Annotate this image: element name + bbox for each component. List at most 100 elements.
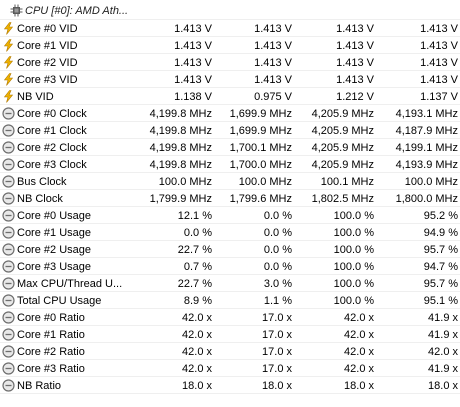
current-value-cell: 8.9 % [183, 294, 212, 307]
current-value-cell: 4,199.8 MHz [149, 124, 212, 137]
row-divider [0, 189, 460, 190]
clock-gauge-icon [2, 107, 15, 120]
current-value-cell: 22.7 % [177, 277, 212, 290]
average-value-cell: 1.413 V [420, 73, 458, 86]
sensor-label: Core #0 Usage [17, 209, 91, 222]
sensor-row[interactable]: Core #2 VID 1.413 V 1.413 V 1.413 V 1.413 V [0, 54, 460, 71]
maximum-value-cell: 4,205.9 MHz [311, 141, 374, 154]
sensor-row[interactable]: Max CPU/Thread U... 22.7 % 3.0 % 100.0 % 95.… [0, 275, 460, 292]
sensor-label: Core #1 Ratio [17, 328, 85, 341]
minimum-value-cell: 17.0 x [262, 311, 292, 324]
average-value-cell: 18.0 x [428, 379, 458, 392]
sensor-row[interactable]: Core #0 Ratio 42.0 x 17.0 x 42.0 x 41.9 x [0, 309, 460, 326]
sensor-row[interactable]: Core #2 Usage 22.7 % 0.0 % 100.0 % 95.7 % [0, 241, 460, 258]
sensor-row[interactable]: Core #1 Clock 4,199.8 MHz 1,699.9 MHz 4,205… [0, 122, 460, 139]
maximum-value-cell: 42.0 x [344, 311, 374, 324]
sensor-label: Core #0 Ratio [17, 311, 85, 324]
sensor-name-cell: NB Clock [0, 192, 122, 205]
average-value-cell: 95.1 % [423, 294, 458, 307]
current-value-cell: 1.413 V [174, 39, 212, 52]
row-divider [0, 155, 460, 156]
sensor-row[interactable]: Core #2 Ratio 42.0 x 17.0 x 42.0 x 42.0 x [0, 343, 460, 360]
minimum-value-cell: 0.0 % [263, 243, 292, 256]
sensor-row[interactable]: NB Clock 1,799.9 MHz 1,799.6 MHz 1,802.5 MH… [0, 190, 460, 207]
clock-gauge-icon [2, 345, 15, 358]
maximum-value-cell: 18.0 x [344, 379, 374, 392]
minimum-value-cell: 1,700.1 MHz [229, 141, 292, 154]
sensor-label: Core #1 Usage [17, 226, 91, 239]
sensor-row[interactable]: Core #0 VID 1.413 V 1.413 V 1.413 V 1.413 V [0, 20, 460, 37]
minimum-value-cell: 1,699.9 MHz [229, 107, 292, 120]
maximum-value-cell: 100.0 % [333, 294, 374, 307]
sensor-label: Core #3 VID [17, 73, 78, 86]
average-value-cell: 4,193.9 MHz [395, 158, 458, 171]
sensor-name-cell: Core #0 VID [0, 22, 122, 35]
sensor-name-cell: NB Ratio [0, 379, 122, 392]
clock-gauge-icon [2, 226, 15, 239]
sensor-row[interactable]: Core #3 Ratio 42.0 x 17.0 x 42.0 x 41.9 x [0, 360, 460, 377]
sensor-name-cell: Core #0 Clock [0, 107, 122, 120]
minimum-value-cell: 0.0 % [263, 209, 292, 222]
sensor-row[interactable]: NB VID 1.138 V 0.975 V 1.212 V 1.137 V [0, 88, 460, 105]
minimum-value-cell: 18.0 x [262, 379, 292, 392]
row-divider [0, 223, 460, 224]
maximum-value-cell: 1.413 V [336, 22, 374, 35]
row-divider [0, 53, 460, 54]
maximum-value-cell: 4,205.9 MHz [311, 107, 374, 120]
voltage-bolt-icon [2, 73, 15, 86]
current-value-cell: 0.7 % [183, 260, 212, 273]
average-value-cell: 1.137 V [420, 90, 458, 103]
maximum-value-cell: 42.0 x [344, 362, 374, 375]
sensor-group-label: CPU [#0]: AMD Ath... [25, 4, 129, 17]
sensor-name-cell: Core #2 VID [0, 56, 122, 69]
sensor-row[interactable]: Core #0 Usage 12.1 % 0.0 % 100.0 % 95.2 % [0, 207, 460, 224]
sensor-row[interactable]: Core #3 VID 1.413 V 1.413 V 1.413 V 1.413 V [0, 71, 460, 88]
sensor-label: Core #3 Clock [17, 158, 87, 171]
maximum-value-cell: 100.0 % [333, 260, 374, 273]
maximum-value-cell: 100.1 MHz [320, 175, 374, 188]
minimum-value-cell: 1,799.6 MHz [229, 192, 292, 205]
average-value-cell: 95.2 % [423, 209, 458, 222]
sensor-name-cell: Core #1 Usage [0, 226, 122, 239]
average-value-cell: 41.9 x [428, 362, 458, 375]
maximum-value-cell: 100.0 % [333, 243, 374, 256]
row-divider [0, 274, 460, 275]
row-divider [0, 70, 460, 71]
current-value-cell: 1.413 V [174, 22, 212, 35]
sensor-label: Total CPU Usage [17, 294, 102, 307]
sensor-label: NB VID [17, 90, 54, 103]
sensor-row[interactable]: Core #3 Usage 0.7 % 0.0 % 100.0 % 94.7 % [0, 258, 460, 275]
sensor-name-cell: Core #2 Clock [0, 141, 122, 154]
row-divider [0, 257, 460, 258]
clock-gauge-icon [2, 141, 15, 154]
sensor-group-header[interactable]: CPU [#0]: AMD Ath... [0, 1, 460, 20]
sensor-name-cell: Core #1 VID [0, 39, 122, 52]
row-divider [0, 376, 460, 377]
sensor-row[interactable]: Core #0 Clock 4,199.8 MHz 1,699.9 MHz 4,205… [0, 105, 460, 122]
maximum-value-cell: 1.413 V [336, 39, 374, 52]
sensor-label: Core #3 Usage [17, 260, 91, 273]
clock-gauge-icon [2, 311, 15, 324]
sensor-row[interactable]: Core #2 Clock 4,199.8 MHz 1,700.1 MHz 4,205… [0, 139, 460, 156]
row-divider [0, 359, 460, 360]
current-value-cell: 100.0 MHz [158, 175, 212, 188]
current-value-cell: 1.413 V [174, 56, 212, 69]
row-divider [0, 308, 460, 309]
sensor-label: Core #0 Clock [17, 107, 87, 120]
sensor-name-cell: Core #2 Ratio [0, 345, 122, 358]
sensor-row[interactable]: Core #3 Clock 4,199.8 MHz 1,700.0 MHz 4,205… [0, 156, 460, 173]
sensor-row[interactable]: Core #1 VID 1.413 V 1.413 V 1.413 V 1.413 V [0, 37, 460, 54]
row-divider [0, 206, 460, 207]
sensor-row[interactable]: NB Ratio 18.0 x 18.0 x 18.0 x 18.0 x [0, 377, 460, 394]
current-value-cell: 22.7 % [177, 243, 212, 256]
clock-gauge-icon [2, 328, 15, 341]
sensor-row[interactable]: Total CPU Usage 8.9 % 1.1 % 100.0 % 95.1 % [0, 292, 460, 309]
minimum-value-cell: 17.0 x [262, 362, 292, 375]
sensor-row[interactable]: Core #1 Usage 0.0 % 0.0 % 100.0 % 94.9 % [0, 224, 460, 241]
sensor-row[interactable]: Core #1 Ratio 42.0 x 17.0 x 42.0 x 41.9 x [0, 326, 460, 343]
sensor-row[interactable]: Bus Clock 100.0 MHz 100.0 MHz 100.1 MHz 100.… [0, 173, 460, 190]
minimum-value-cell: 1,699.9 MHz [229, 124, 292, 137]
average-value-cell: 94.9 % [423, 226, 458, 239]
average-value-cell: 1,800.0 MHz [395, 192, 458, 205]
average-value-cell: 95.7 % [423, 277, 458, 290]
